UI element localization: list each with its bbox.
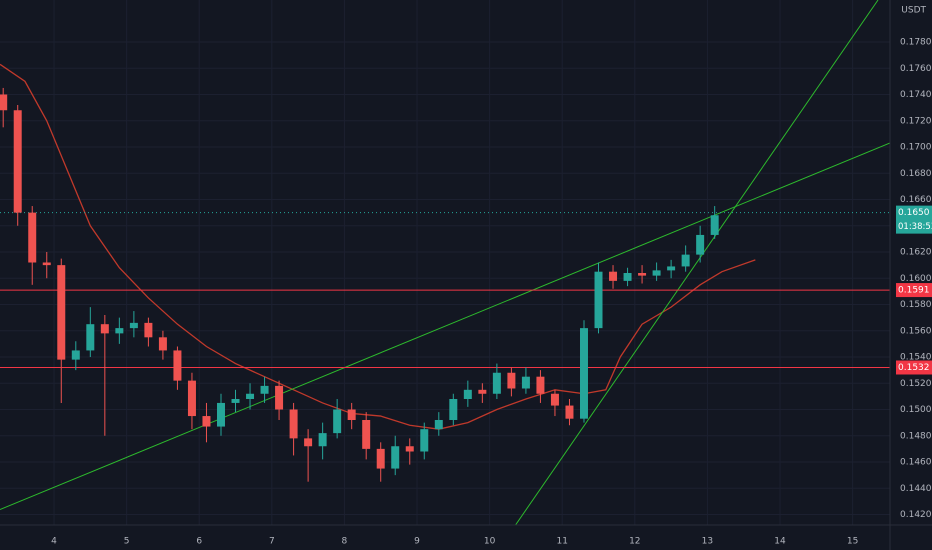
x-tick-label: 12 [629,537,640,547]
candle-body [246,393,255,399]
y-tick-label: 0.1760 [900,64,932,74]
level-tag [896,360,932,375]
x-tick-label: 9 [414,537,420,547]
candle-body [696,234,705,255]
candle-body [0,94,8,111]
x-tick-label: 13 [702,537,713,547]
candle-body [275,385,284,410]
candle-body [158,337,167,351]
candle-body [449,399,458,420]
y-tick-label: 0.1500 [900,405,932,415]
x-tick-label: 7 [269,537,275,547]
y-tick-label: 0.1660 [900,195,932,205]
last-price-label: 0.1650 [898,208,930,218]
candle-body [362,420,371,449]
level-label: 0.1532 [898,363,930,373]
candle-body [13,110,22,213]
x-tick-label: 14 [774,537,786,547]
candle-body [376,448,385,469]
candle-body [405,446,414,452]
candle-body [565,405,574,419]
candle-body [609,271,618,281]
y-tick-label: 0.1700 [900,143,932,153]
candle-body [231,399,240,403]
candle-body [710,215,719,235]
x-tick-label: 8 [342,537,348,547]
level-tag [896,283,932,298]
candle-body [652,270,661,276]
y-tick-label: 0.1560 [900,326,932,336]
candle-body [550,393,559,406]
candle-body [187,380,196,417]
x-tick-label: 15 [847,537,858,547]
candle-body [681,254,690,267]
y-tick-label: 0.1620 [900,248,932,258]
y-tick-label: 0.1540 [900,353,932,363]
trend-line [515,0,879,525]
x-tick-label: 10 [484,537,496,547]
candle-body [507,372,516,389]
candle-body [86,324,95,351]
candle-body [638,273,647,276]
y-tick-label: 0.1580 [900,300,932,310]
x-tick-label: 6 [196,537,202,547]
candle-body [521,376,530,389]
candle-body [260,385,269,394]
candle-body [100,324,109,334]
candle-body [71,350,80,360]
y-tick-label: 0.1420 [900,510,932,520]
x-tick-label: 4 [51,537,57,547]
y-tick-label: 0.1460 [900,458,932,468]
y-tick-label: 0.1740 [900,90,932,100]
y-tick-label: 0.1600 [900,274,932,284]
y-tick-label: 0.1720 [900,116,932,126]
candle-body [536,376,545,394]
candle-body [289,409,298,439]
candle-body [594,271,603,329]
candle-body [28,212,37,263]
candle-body [129,322,138,329]
level-label: 0.1591 [898,286,930,296]
currency-label: USDT [901,6,926,16]
candle-body [434,420,443,430]
candle-body [420,429,429,452]
candle-body [333,409,342,434]
candle-body [579,328,588,419]
y-tick-label: 0.1520 [900,379,932,389]
grid [0,0,890,525]
candle-body [144,322,153,338]
candle-body [304,438,313,447]
candle-body [202,416,211,427]
y-tick-label: 0.1680 [900,169,932,179]
candle-body [217,402,225,427]
countdown-label: 01:38:53 [898,222,932,232]
candle-body [492,372,501,394]
moving-average-line [0,63,756,430]
y-tick-label: 0.1480 [900,431,932,441]
candle-body [115,328,124,334]
y-tick-label: 0.1440 [900,484,932,494]
candle-body [173,350,182,381]
candle-body [463,389,472,399]
trend-line [0,142,890,510]
candle-body [318,433,327,447]
candle-body [42,262,51,266]
candle-body [57,265,66,360]
candle-body [347,409,356,420]
candle-body [667,266,676,271]
last-price-tag [896,205,932,234]
candle-body [478,389,487,394]
x-tick-label: 11 [556,537,567,547]
x-tick-label: 5 [124,537,130,547]
candle-body [391,446,400,469]
plot-area [0,0,890,525]
y-tick-label: 0.1780 [900,38,932,48]
candle-body [623,273,632,281]
